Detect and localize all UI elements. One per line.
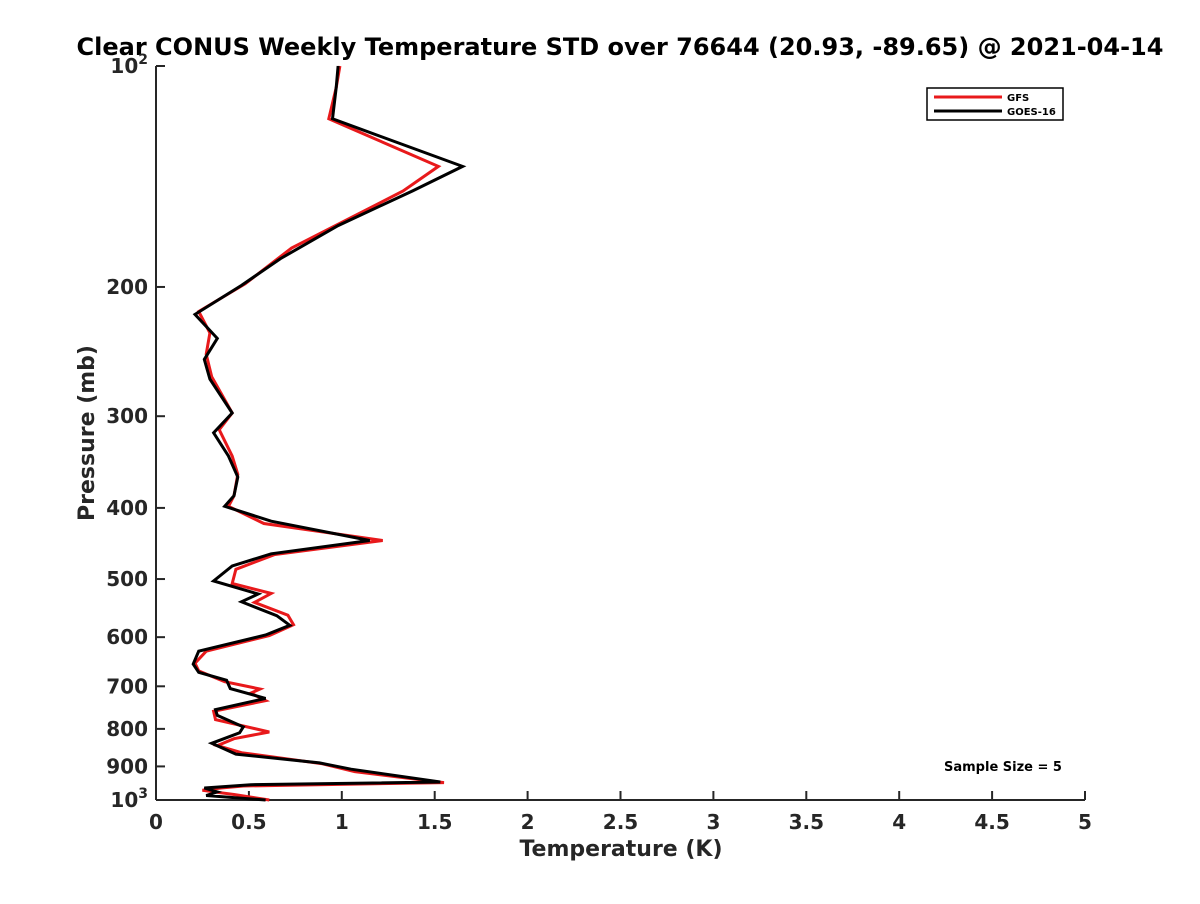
- y-tick-label: 300: [106, 404, 148, 428]
- x-tick-label: 1: [335, 810, 349, 834]
- x-tick-label: 3: [706, 810, 720, 834]
- x-tick-label: 4.5: [974, 810, 1009, 834]
- x-tick-label: 3.5: [789, 810, 824, 834]
- x-tick-label: 2.5: [603, 810, 638, 834]
- chart-title: Clear CONUS Weekly Temperature STD over …: [77, 33, 1164, 61]
- y-tick-label: 400: [106, 496, 148, 520]
- x-tick-label: 4: [892, 810, 906, 834]
- y-tick-label: 800: [106, 717, 148, 741]
- y-tick-label: 700: [106, 674, 148, 698]
- x-tick-label: 2: [521, 810, 535, 834]
- x-tick-label: 5: [1078, 810, 1092, 834]
- sample-size-annotation: Sample Size = 5: [944, 760, 1062, 775]
- y-tick-label: 600: [106, 625, 148, 649]
- legend: GFS GOES-16: [926, 87, 1064, 121]
- legend-label-goes-16: GOES-16: [1007, 107, 1056, 118]
- x-tick-label: 0: [149, 810, 163, 834]
- y-tick-label: 200: [106, 275, 148, 299]
- y-tick-label: 102: [110, 52, 148, 78]
- x-tick-label: 1.5: [417, 810, 452, 834]
- legend-box: [926, 87, 1064, 121]
- x-axis-label: Temperature (K): [519, 837, 722, 862]
- plot-area: 0 0.5 1 1.5 2 2.5 3 3.5 4 4.5 5 102 200 300 400 500 600 7…: [106, 52, 1092, 834]
- legend-label-gfs: GFS: [1007, 93, 1029, 104]
- y-tick-label: 103: [110, 786, 148, 812]
- y-tick-label: 500: [106, 567, 148, 591]
- y-axis-label: Pressure (mb): [75, 345, 100, 521]
- series-line-goes-16: [191, 65, 467, 802]
- x-tick-label: 0.5: [231, 810, 266, 834]
- y-tick-label: 900: [106, 754, 148, 778]
